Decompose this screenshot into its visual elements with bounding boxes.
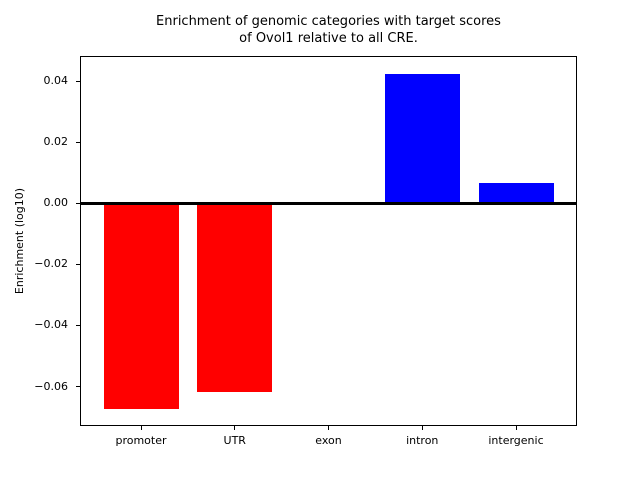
y-tick-label: 0.02 [43,135,69,149]
x-tick-label-promoter: promoter [115,434,167,447]
x-tick-mark [328,426,329,430]
x-tick-label-intergenic: intergenic [488,434,544,447]
y-axis-label: Enrichment (log10) [13,187,26,295]
x-tick-mark [515,426,517,430]
x-tick-label-UTR: UTR [223,434,246,447]
y-tick-label: −0.06 [34,379,68,393]
bar-UTR [197,203,273,393]
y-tick-label: 0.00 [43,196,69,210]
bar-intron [384,74,460,204]
x-tick-mark [421,426,423,430]
chart-title: Enrichment of genomic categories with ta… [156,14,501,46]
y-tick-label: −0.02 [34,257,68,271]
y-tick-mark [76,263,80,265]
y-tick-mark [76,386,80,388]
y-tick-mark [76,80,80,82]
x-tick-mark [140,426,142,430]
y-tick-mark [76,141,80,143]
bar-intergenic [478,183,554,204]
zero-line [81,201,576,205]
x-tick-label-exon: exon [315,434,342,447]
y-tick-mark [76,324,80,326]
bar-promoter [103,203,179,410]
x-tick-label-intron: intron [406,434,439,447]
y-tick-mark [76,202,80,204]
y-tick-label: −0.04 [34,318,68,332]
plot-area [80,56,577,426]
y-tick-label: 0.04 [43,74,69,88]
x-tick-mark [234,426,236,430]
